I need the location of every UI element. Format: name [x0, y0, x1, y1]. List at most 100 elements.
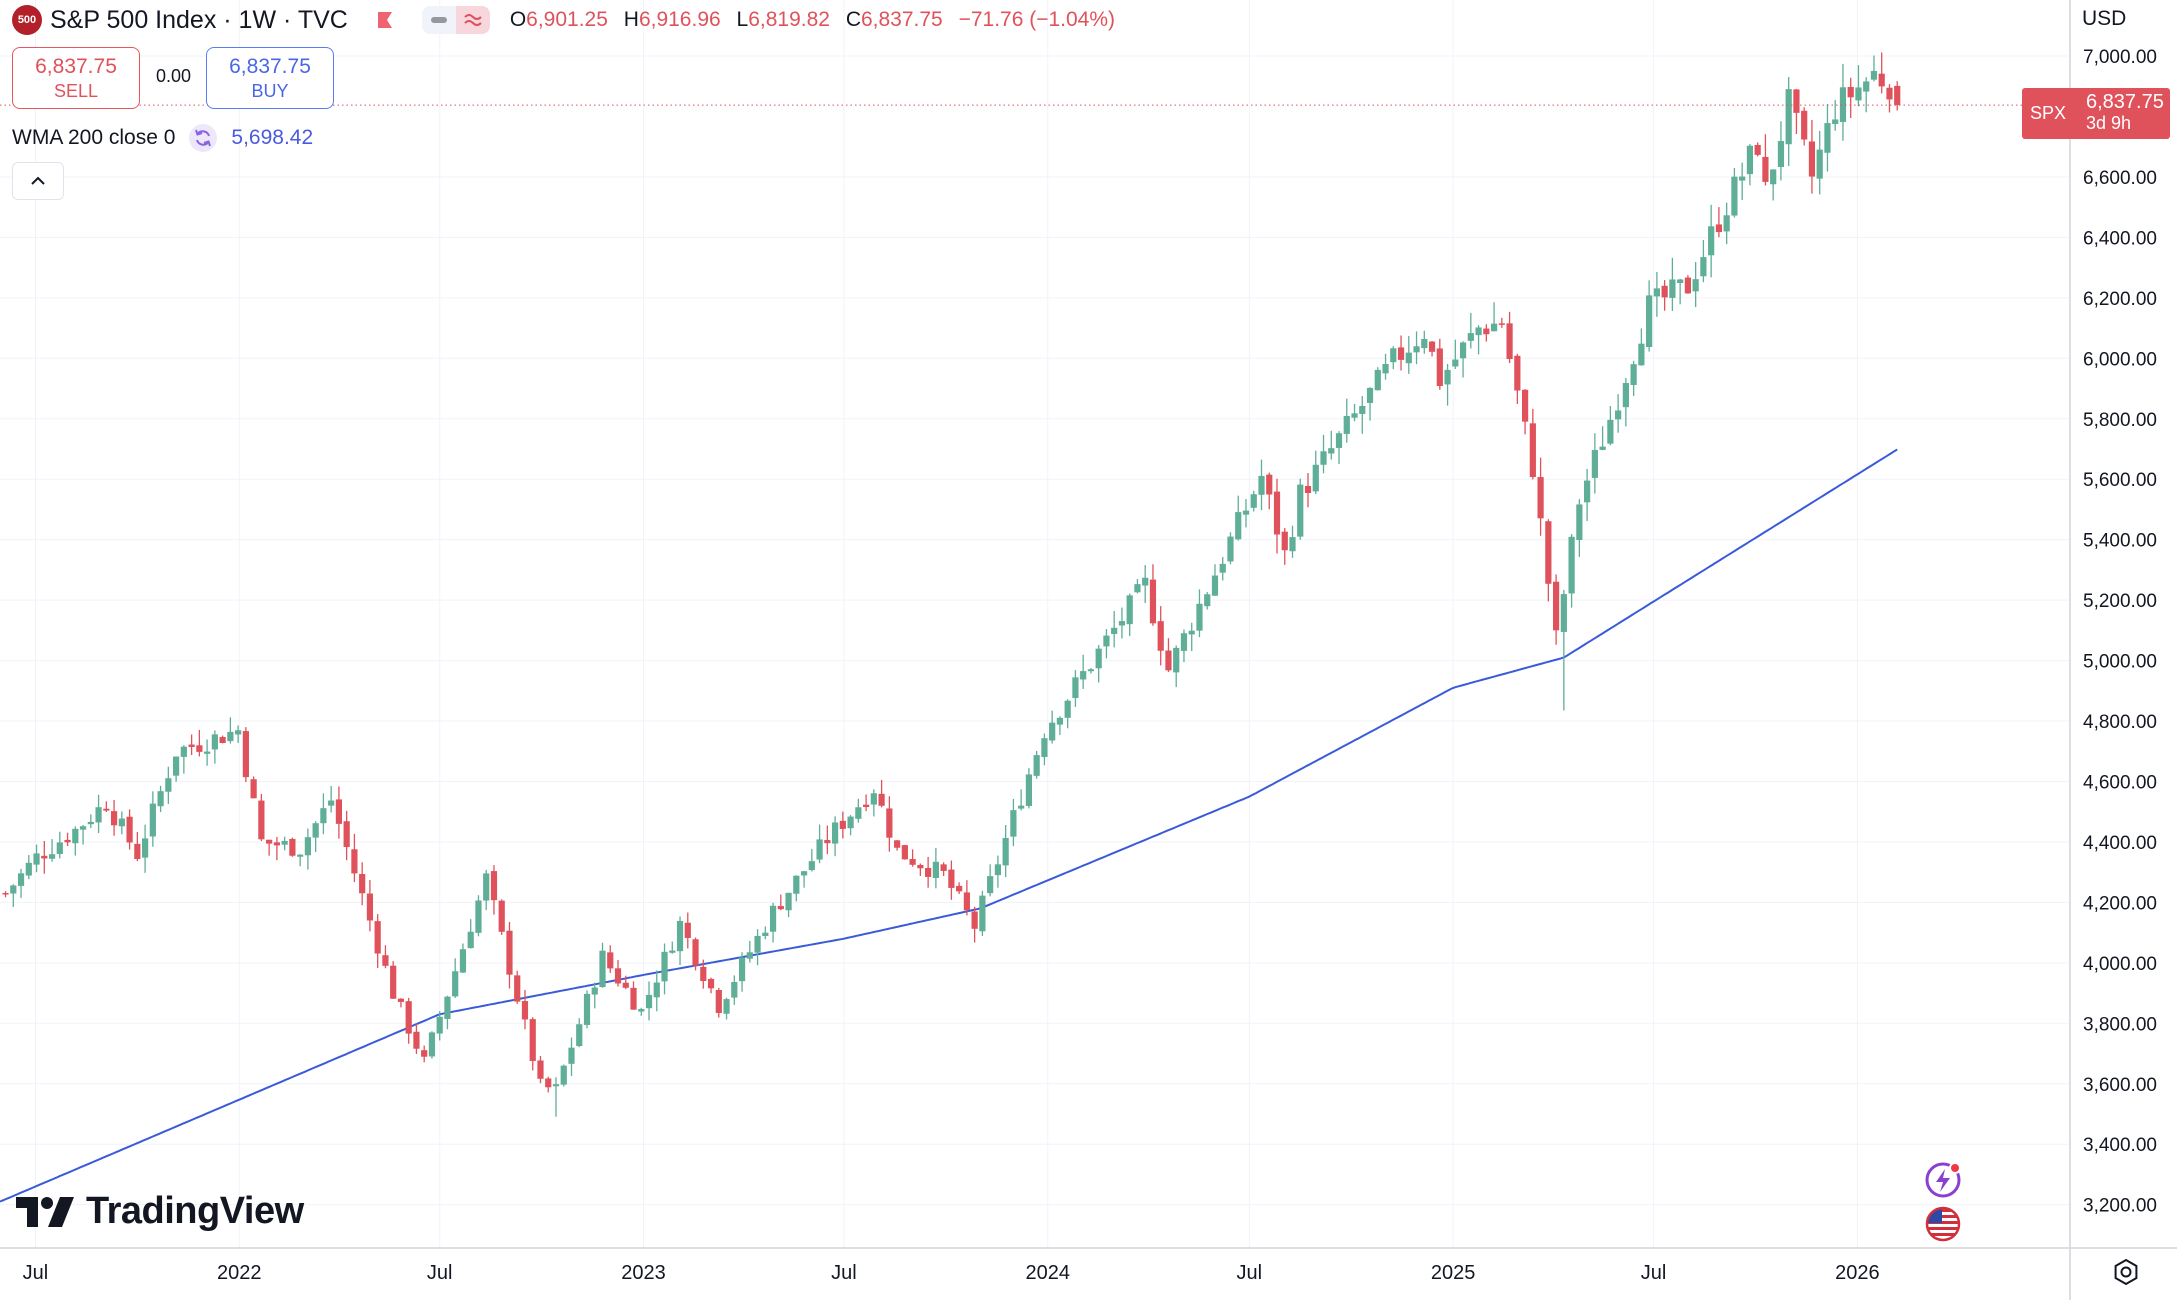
candle-body	[48, 854, 56, 859]
candle-body	[560, 1065, 567, 1085]
x-tick-label: 2023	[621, 1262, 666, 1284]
collapse-legend-button[interactable]	[12, 162, 64, 200]
candle-body	[1382, 364, 1389, 374]
candle-body	[1304, 485, 1312, 493]
candle-body	[1653, 288, 1660, 297]
candle-body	[901, 845, 908, 860]
currency-selector[interactable]: USD	[2082, 0, 2126, 38]
tradingview-logo[interactable]: TradingView	[16, 1190, 304, 1233]
y-tick-label: 7,000.00	[2083, 47, 2157, 68]
lightning-icon[interactable]	[1924, 1161, 1962, 1199]
candle-body	[64, 839, 71, 843]
y-tick-label: 4,800.00	[2083, 712, 2157, 733]
candle-body	[692, 939, 699, 966]
buy-label: BUY	[251, 80, 289, 101]
candle-body	[1863, 81, 1870, 92]
candle-body	[1049, 722, 1056, 741]
candle-body	[17, 873, 25, 886]
y-tick-label: 3,200.00	[2083, 1196, 2157, 1217]
candle-body	[862, 804, 870, 808]
flag-icon[interactable]	[376, 11, 394, 29]
candle-body	[1754, 144, 1761, 155]
candle-body	[1607, 419, 1614, 444]
candle-body	[676, 920, 684, 952]
candle-body	[1289, 537, 1296, 552]
candle-body	[304, 837, 311, 856]
candle-body	[421, 1050, 428, 1057]
candle-body	[390, 965, 397, 999]
candle-body	[250, 779, 257, 799]
candle-body	[1359, 405, 1366, 414]
wma-line	[0, 448, 1898, 1203]
candle-body	[599, 950, 606, 987]
candle-body	[172, 756, 180, 776]
candle-body	[979, 895, 986, 932]
candle-body	[661, 951, 668, 982]
candle-body	[824, 840, 831, 844]
y-tick-label: 6,200.00	[2083, 289, 2157, 310]
candle-body	[591, 987, 598, 995]
candle-body	[1894, 85, 1901, 106]
candle-body	[1731, 176, 1738, 216]
candle-body	[1180, 633, 1188, 651]
chart-grid	[0, 0, 2070, 1248]
logo-text: TradingView	[86, 1190, 304, 1232]
candle-body	[932, 861, 939, 878]
candle-body	[1421, 338, 1428, 349]
candle-body	[1204, 594, 1211, 607]
candle-body	[273, 842, 280, 846]
open-label: O	[509, 8, 527, 31]
wma-line-layer	[0, 448, 1898, 1203]
candle-body	[1669, 279, 1676, 298]
candle-body	[1630, 364, 1637, 385]
x-tick-label: 2024	[1025, 1262, 1070, 1284]
buy-button[interactable]: 6,837.75 BUY	[206, 47, 334, 109]
minus-pill-icon[interactable]	[421, 6, 456, 34]
settings-gear-icon[interactable]	[2110, 1256, 2142, 1288]
us-flag-icon[interactable]	[1924, 1205, 1962, 1243]
symbol-badge[interactable]: 500	[12, 5, 42, 35]
candle-body	[855, 807, 862, 819]
sell-label: SELL	[53, 80, 99, 101]
symbol-title[interactable]: S&P 500 Index · 1W · TVC	[50, 5, 348, 34]
candle-body	[1591, 449, 1598, 478]
candle-body	[1173, 647, 1180, 673]
wave-pill-icon[interactable]	[455, 6, 490, 34]
legend-toggle-group	[421, 6, 490, 34]
candle-body	[948, 869, 955, 888]
spread-value: 0.00	[156, 66, 192, 86]
candle-body	[335, 799, 343, 824]
candles-layer	[2, 52, 1901, 1117]
refresh-icon[interactable]	[189, 124, 218, 152]
candle-body	[1560, 594, 1567, 632]
candle-body	[1677, 279, 1684, 284]
candle-body	[1390, 348, 1397, 363]
candle-body	[1599, 446, 1606, 450]
y-tick-label: 4,000.00	[2083, 954, 2157, 975]
candle-body	[1723, 215, 1730, 232]
candle-body	[545, 1078, 552, 1088]
candle-body	[1521, 389, 1529, 422]
last-price-symbol: SPX	[2030, 103, 2067, 123]
candle-body	[847, 816, 854, 829]
candle-body	[777, 906, 784, 910]
candle-body	[1064, 700, 1071, 718]
sell-button[interactable]: 6,837.75 SELL	[12, 47, 140, 109]
candle-body	[583, 993, 591, 1025]
candle-body	[1622, 382, 1629, 408]
candle-body	[963, 892, 970, 911]
candle-body	[1072, 677, 1079, 699]
candle-body	[490, 871, 498, 901]
candle-body	[1886, 87, 1893, 100]
candle-body	[925, 867, 932, 877]
candle-body	[157, 791, 164, 807]
candle-body	[1188, 630, 1195, 635]
candle-body	[118, 818, 125, 827]
candle-body	[1134, 584, 1141, 593]
y-tick-label: 6,000.00	[2083, 349, 2157, 370]
candle-body	[1638, 343, 1645, 366]
indicator-legend[interactable]: WMA 200 close 0 5,698.42	[12, 123, 313, 153]
candle-body	[475, 900, 482, 933]
x-tick-label: 2022	[217, 1262, 262, 1284]
